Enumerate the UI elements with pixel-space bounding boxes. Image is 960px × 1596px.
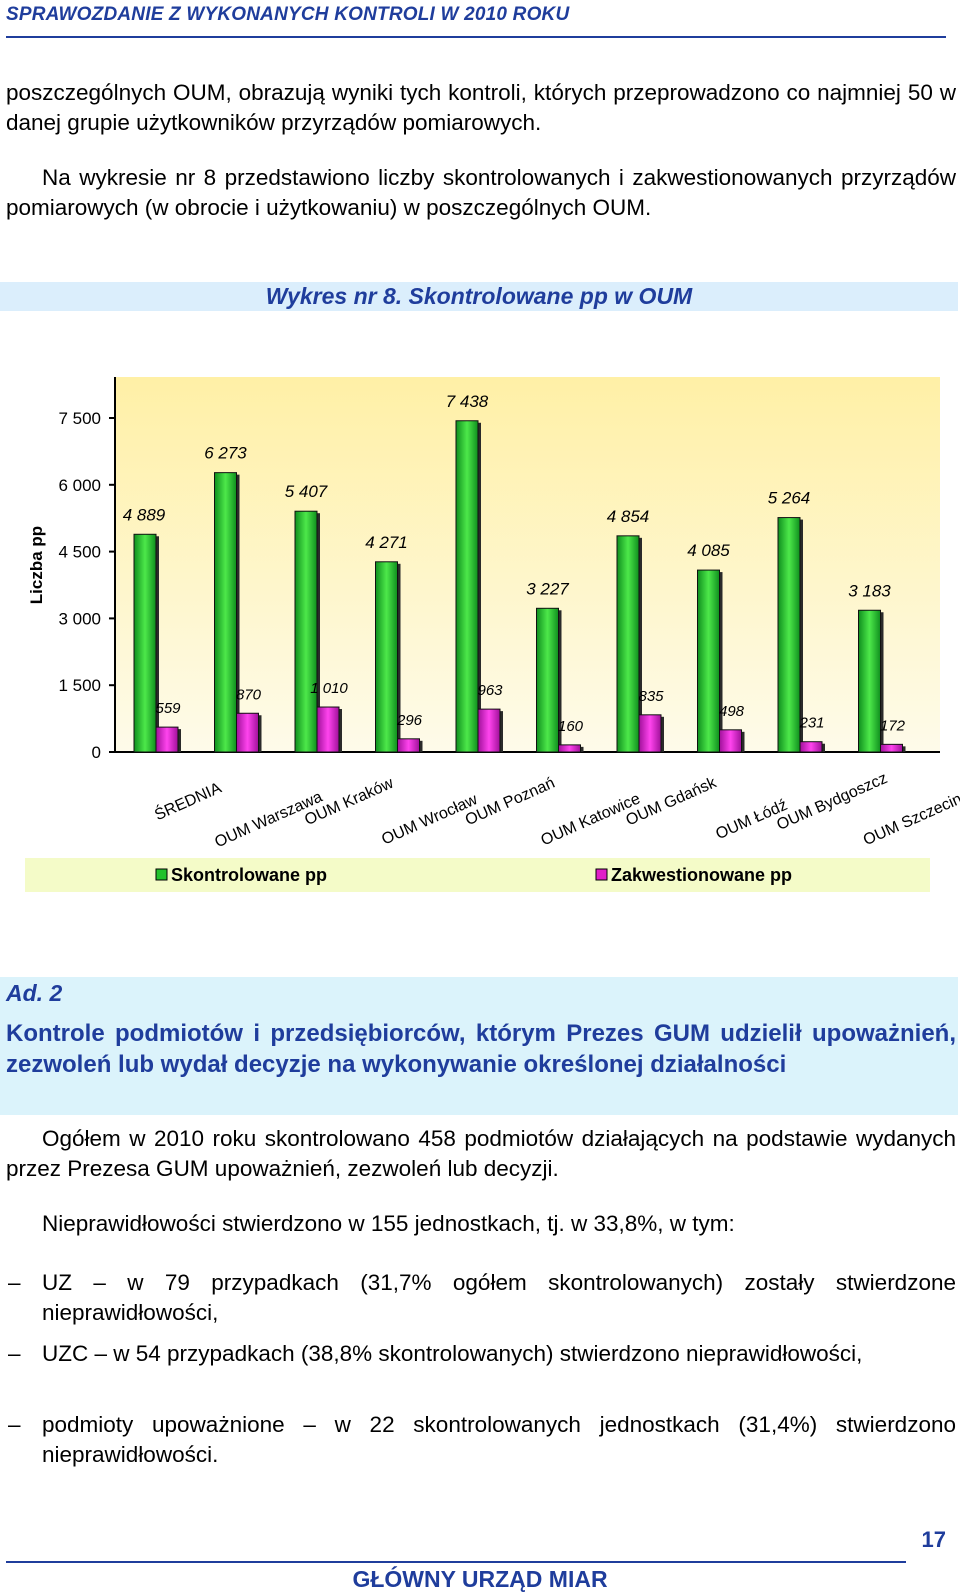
bar-skontrolowane: [133, 533, 157, 753]
intro-paragraph-2: Na wykresie nr 8 przedstawiono liczby sk…: [6, 165, 956, 220]
category-label: ŚREDNIA: [151, 778, 224, 824]
data-label-zakwestionowane: 296: [396, 712, 423, 729]
bullet-dash: –: [8, 1341, 21, 1366]
bar-skontrolowane: [858, 609, 881, 753]
y-tick-label: 1 500: [58, 676, 101, 695]
bar-zakwestionowane: [719, 729, 742, 753]
bar-skontrolowane: [616, 535, 640, 753]
bar-skontrolowane: [375, 561, 398, 753]
body-paragraph-1: Ogółem w 2010 roku skontrolowano 458 pod…: [6, 1126, 956, 1181]
legend-label: Skontrolowane pp: [171, 865, 327, 885]
data-label-zakwestionowane: 498: [719, 703, 745, 720]
category-label: OUM Bydgoszcz: [774, 770, 890, 834]
data-label-zakwestionowane: 559: [155, 700, 181, 717]
bullet-item: – UZ – w 79 przypadkach (31,7% ogółem sk…: [0, 1268, 956, 1328]
bullet-text: UZ – w 79 przypadkach (31,7% ogółem skon…: [42, 1270, 956, 1325]
data-label-zakwestionowane: 963: [477, 682, 503, 699]
intro-paragraph-1: poszczególnych OUM, obrazują wyniki tych…: [6, 80, 956, 135]
bullet-text: UZC – w 54 przypadkach (38,8% skontrolow…: [42, 1341, 863, 1366]
bullet-text: podmioty upoważnione – w 22 skontrolowan…: [42, 1412, 956, 1467]
y-tick-label: 4 500: [58, 543, 101, 562]
chart-title: Wykres nr 8. Skontrolowane pp w OUM: [265, 283, 693, 309]
y-tick-label: 0: [92, 743, 101, 762]
data-label-skontrolowane: 5 264: [768, 489, 811, 508]
data-label-zakwestionowane: 160: [558, 718, 584, 735]
legend-band: [25, 858, 930, 892]
bullet-item: – UZC – w 54 przypadkach (38,8% skontrol…: [0, 1339, 956, 1369]
bar-skontrolowane: [536, 607, 559, 753]
legend-label: Zakwestionowane pp: [611, 865, 792, 885]
body-paragraph-2: Nieprawidłowości stwierdzono w 155 jedno…: [42, 1211, 735, 1236]
section-heading: Kontrole podmiotów i przedsiębiorców, kt…: [6, 1020, 956, 1078]
data-label-skontrolowane: 3 227: [526, 579, 569, 598]
bar-chart: Liczba pp 0 1 500 3 000 4 500 6 000 7 500 4 8…: [25, 377, 960, 892]
chart-title-band: [0, 282, 958, 311]
footer-rule: [6, 1561, 906, 1563]
bullet-dash: –: [8, 1412, 21, 1437]
footer-organization: GŁÓWNY URZĄD MIAR: [352, 1566, 608, 1592]
data-label-skontrolowane: 4 889: [123, 505, 166, 524]
section-label: Ad. 2: [6, 980, 63, 1006]
bar-zakwestionowane: [477, 708, 501, 753]
y-axis-label: Liczba pp: [27, 526, 46, 604]
legend-swatch: [595, 868, 608, 881]
y-tick-label: 3 000: [58, 609, 101, 628]
data-label-skontrolowane: 4 854: [607, 507, 650, 526]
bar-skontrolowane: [455, 420, 479, 753]
bar-skontrolowane: [697, 569, 720, 753]
data-label-zakwestionowane: 172: [880, 717, 906, 734]
bar-zakwestionowane: [316, 706, 340, 753]
bar-zakwestionowane: [638, 714, 662, 753]
category-label: OUM Szczecin: [861, 791, 960, 850]
bar-zakwestionowane: [880, 743, 903, 753]
bar-zakwestionowane: [397, 738, 420, 753]
section-band: [0, 977, 958, 1115]
data-label-skontrolowane: 5 407: [285, 482, 328, 501]
page-number: 17: [921, 1527, 946, 1552]
bar-skontrolowane: [294, 510, 318, 753]
bar-skontrolowane: [214, 472, 237, 753]
bullet-dash: –: [8, 1270, 21, 1295]
legend-swatch: [155, 868, 168, 881]
data-label-skontrolowane: 4 271: [365, 533, 408, 552]
header-rule: [6, 36, 946, 38]
data-label-skontrolowane: 6 273: [204, 444, 247, 463]
bar-zakwestionowane: [558, 744, 581, 753]
data-label-zakwestionowane: 231: [798, 715, 824, 732]
y-tick-label: 6 000: [58, 476, 101, 495]
bar-skontrolowane: [777, 517, 801, 753]
data-label-skontrolowane: 7 438: [446, 392, 489, 411]
bar-zakwestionowane: [236, 712, 259, 753]
document-header: SPRAWOZDANIE Z WYKONANYCH KONTROLI W 201…: [6, 4, 570, 25]
bar-zakwestionowane: [799, 741, 823, 753]
data-label-skontrolowane: 3 183: [848, 581, 891, 600]
data-label-zakwestionowane: 1 010: [310, 680, 348, 697]
data-label-skontrolowane: 4 085: [687, 541, 730, 560]
data-label-zakwestionowane: 870: [236, 686, 262, 703]
bullet-item: – podmioty upoważnione – w 22 skontrolow…: [0, 1410, 956, 1470]
data-label-zakwestionowane: 835: [638, 688, 664, 705]
bar-zakwestionowane: [155, 726, 179, 753]
y-tick-label: 7 500: [58, 409, 101, 428]
